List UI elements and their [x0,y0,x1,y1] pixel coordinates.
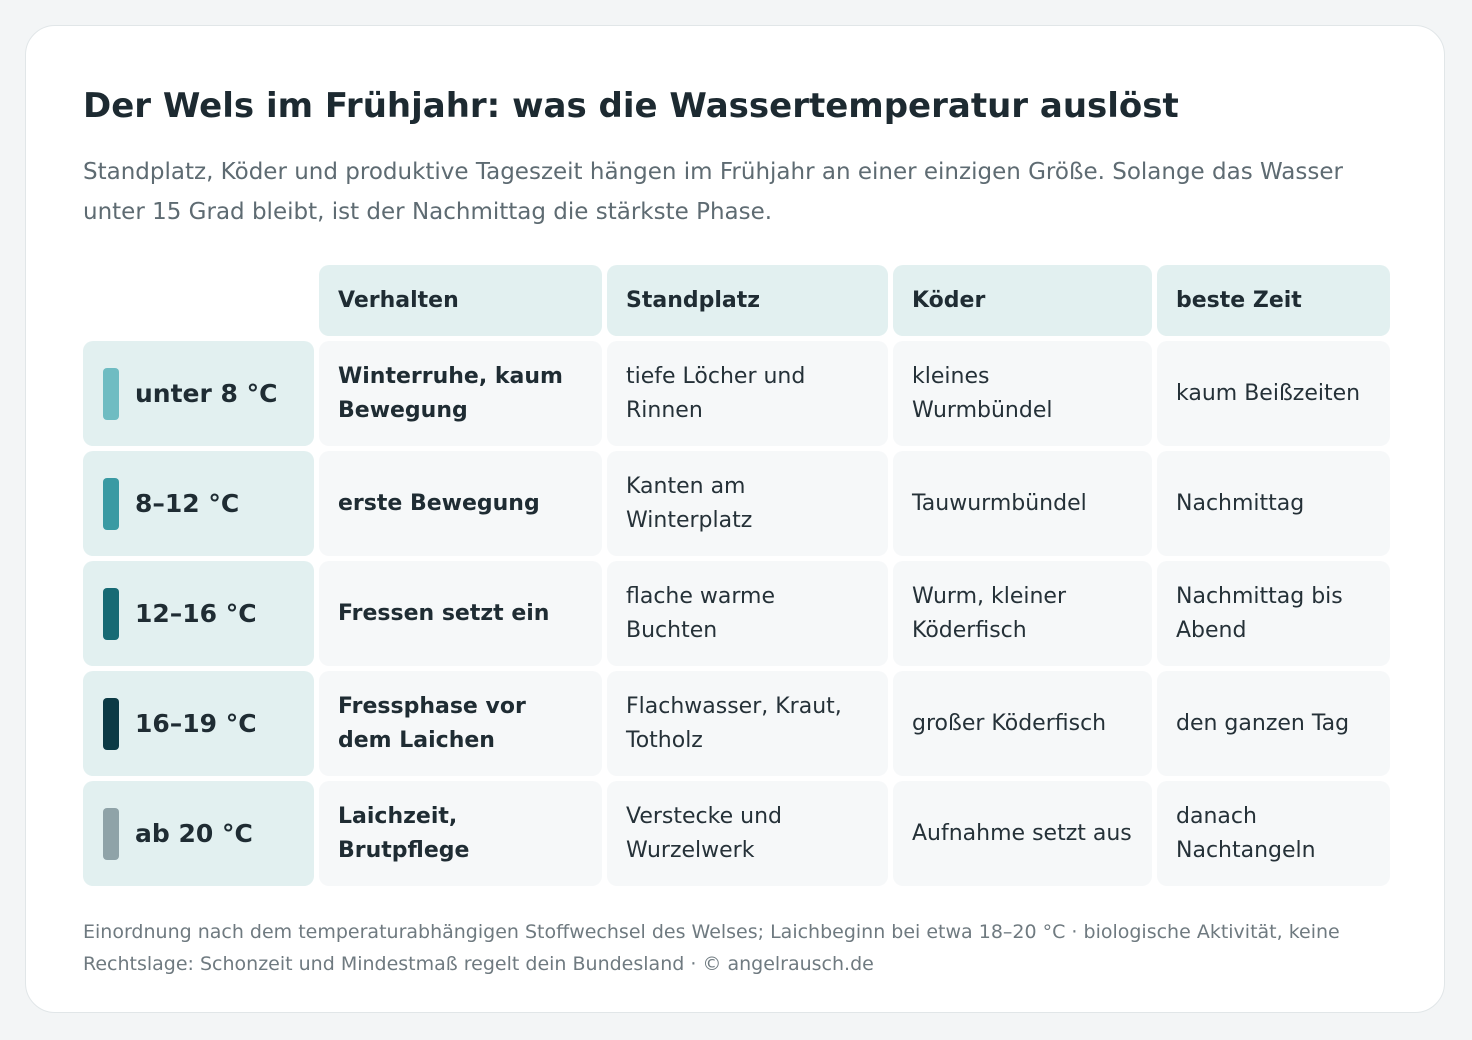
bait-cell: Tauwurmbündel [893,451,1152,556]
temperature-swatch [103,367,119,420]
behavior-cell: Fressphase vor dem Laichen [319,671,602,776]
page-title: Der Wels im Frühjahr: was die Wassertemp… [83,86,1179,126]
bait-cell: großer Köderfisch [893,671,1152,776]
temperature-label: unter 8 °C [135,378,278,408]
row-header-temperature: unter 8 °C [83,341,314,446]
row-header-temperature: 8–12 °C [83,451,314,556]
temperature-swatch [103,587,119,640]
spot-cell: tiefe Löcher und Rinnen [607,341,888,446]
source-footnote: Einordnung nach dem temperaturabhängigen… [83,921,1340,975]
time-cell: danach Nachtangeln [1157,781,1390,886]
table-corner [83,265,314,336]
bait-cell: Wurm, kleiner Köderfisch [893,561,1152,666]
column-header-behavior: Verhalten [319,265,602,336]
time-cell: Nachmittag bis Abend [1157,561,1390,666]
row-header-temperature: 12–16 °C [83,561,314,666]
bait-cell: kleines Wurmbündel [893,341,1152,446]
temperature-label: 16–19 °C [135,708,257,738]
behavior-cell: Fressen setzt ein [319,561,602,666]
temperature-swatch [103,697,119,750]
spot-cell: Flachwasser, Kraut, Totholz [607,671,888,776]
column-header-bait: Köder [893,265,1152,336]
temperature-table: Verhalten Standplatz Köder beste Zeit un… [83,265,1390,886]
info-card: Der Wels im Frühjahr: was die Wassertemp… [25,25,1445,1013]
column-header-spot: Standplatz [607,265,888,336]
spot-cell: Kanten am Winterplatz [607,451,888,556]
time-cell: kaum Beißzeiten [1157,341,1390,446]
time-cell: Nachmittag [1157,451,1390,556]
row-header-temperature: 16–19 °C [83,671,314,776]
temperature-label: ab 20 °C [135,818,253,848]
spot-cell: Verstecke und Wurzelwerk [607,781,888,886]
behavior-cell: Winterruhe, kaum Bewegung [319,341,602,446]
temperature-label: 8–12 °C [135,488,240,518]
behavior-cell: erste Bewegung [319,451,602,556]
page-subtitle: Standplatz, Köder und produktive Tagesze… [83,159,1343,225]
row-header-temperature: ab 20 °C [83,781,314,886]
behavior-cell: Laichzeit, Brutpflege [319,781,602,886]
temperature-swatch [103,477,119,530]
time-cell: den ganzen Tag [1157,671,1390,776]
column-header-time: beste Zeit [1157,265,1390,336]
spot-cell: flache warme Buchten [607,561,888,666]
temperature-swatch [103,807,119,860]
temperature-label: 12–16 °C [135,598,257,628]
bait-cell: Aufnahme setzt aus [893,781,1152,886]
